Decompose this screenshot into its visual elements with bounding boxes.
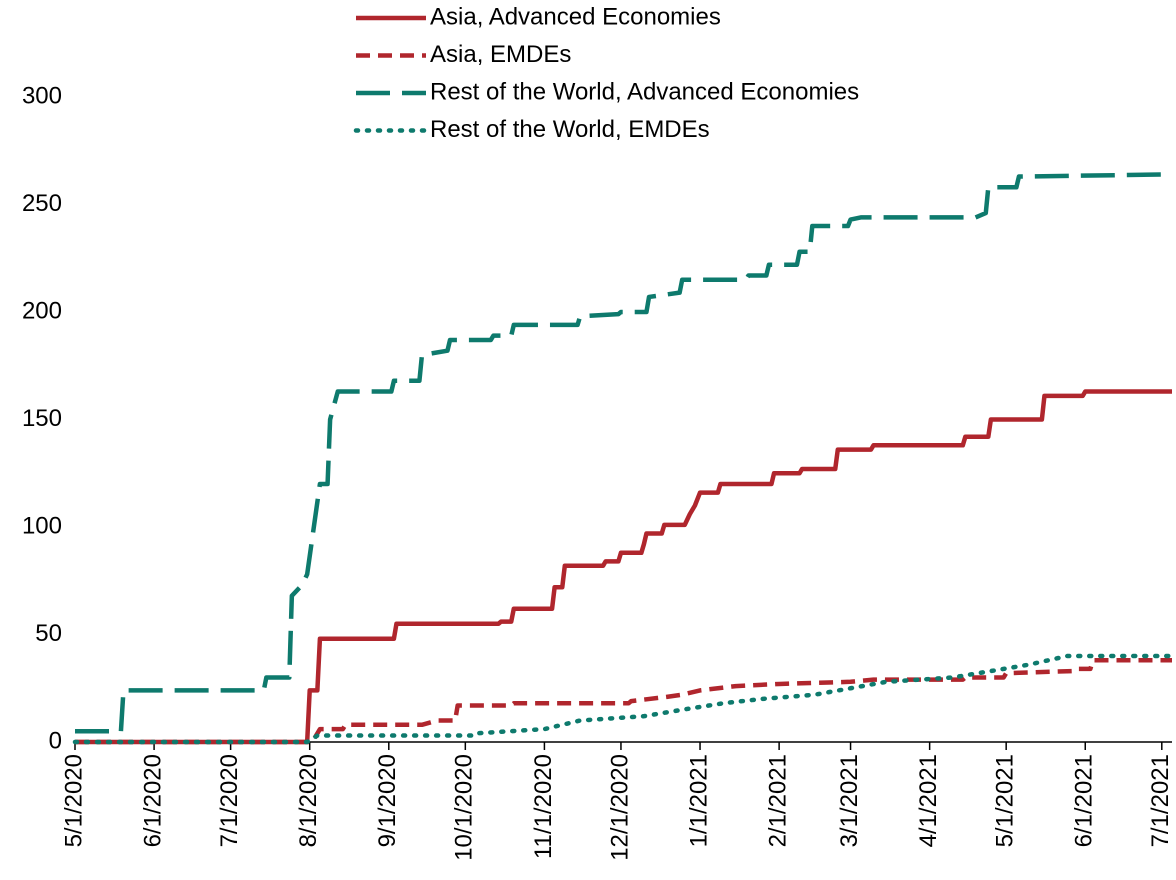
series-line (75, 658, 1172, 745)
x-tick-label: 5/1/2021 (992, 754, 1019, 847)
legend-label: Asia, EMDEs (430, 41, 571, 68)
legend-label: Asia, Advanced Economies (430, 3, 721, 30)
x-tick-label: 1/1/2021 (685, 754, 712, 847)
x-tick-label: 4/1/2021 (915, 754, 942, 847)
y-tick-label: 100 (22, 512, 62, 539)
x-tick-label: 6/1/2021 (1071, 754, 1098, 847)
x-tick-label: 7/1/2021 (1147, 754, 1174, 847)
y-tick-label: 50 (35, 620, 62, 647)
y-tick-label: 0 (49, 727, 62, 754)
x-tick-label: 8/1/2020 (295, 754, 322, 847)
y-tick-label: 250 (22, 190, 62, 217)
y-tick-label: 200 (22, 297, 62, 324)
y-tick-label: 300 (22, 82, 62, 109)
x-tick-label: 9/1/2020 (374, 754, 401, 847)
x-tick-label: 2/1/2021 (764, 754, 791, 847)
legend-label: Rest of the World, EMDEs (430, 116, 710, 143)
series-line (75, 389, 1172, 745)
y-tick-label: 150 (22, 405, 62, 432)
series-line (72, 653, 1175, 745)
legend-label: Rest of the World, Advanced Economies (430, 78, 859, 105)
x-tick-label: 5/1/2020 (60, 754, 87, 847)
x-tick-label: 6/1/2020 (139, 754, 166, 847)
x-tick-label: 7/1/2020 (216, 754, 243, 847)
x-tick-label: 11/1/2020 (530, 754, 557, 859)
x-tick-label: 10/1/2020 (451, 754, 478, 861)
x-tick-label: 3/1/2021 (836, 754, 863, 847)
x-tick-label: 12/1/2020 (606, 754, 633, 861)
series-line (75, 172, 1173, 734)
